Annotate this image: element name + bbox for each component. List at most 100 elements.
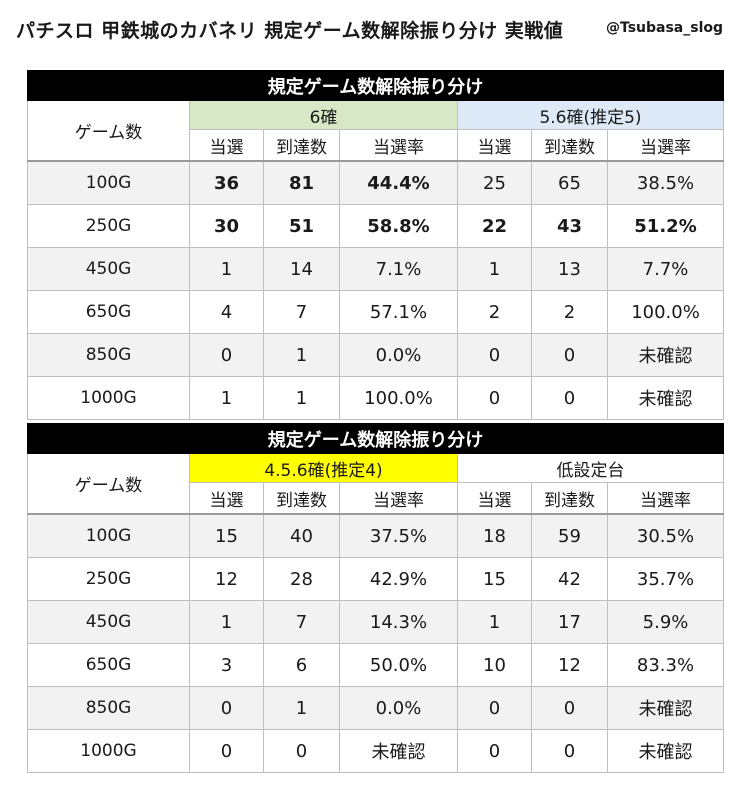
rate-cell: 0.0% [339, 686, 458, 730]
group-header-6: 6確 [189, 100, 458, 130]
reach-count-cell: 6 [263, 643, 340, 687]
hit-count-cell: 1 [457, 247, 532, 291]
data-table-1: 規定ゲーム数解除振り分け ゲーム数 6確 5.6確(推定5) 当選 到達数 当選… [26, 70, 725, 420]
hit-count-cell: 0 [457, 729, 532, 773]
group-header-456: 4.5.6確(推定4) [189, 453, 458, 483]
reach-count-cell: 59 [531, 513, 608, 558]
group-header-low: 低設定台 [456, 453, 725, 483]
rate-cell: 83.3% [606, 643, 725, 687]
reach-count-cell: 2 [531, 290, 608, 334]
hit-count-cell: 1 [457, 600, 532, 644]
reach-count-cell: 7 [263, 600, 340, 644]
reach-count-cell: 65 [531, 160, 608, 205]
hit-count-cell: 1 [189, 376, 264, 420]
reach-count-cell: 1 [263, 686, 340, 730]
sub-header: 当選率 [606, 482, 725, 515]
hit-count-cell: 12 [189, 557, 264, 601]
reach-count-cell: 1 [263, 333, 340, 377]
game-count-cell: 450G [27, 247, 190, 291]
rate-cell: 5.9% [606, 600, 725, 644]
reach-count-cell: 7 [263, 290, 340, 334]
title-bar: パチスロ 甲鉄城のカバネリ 規定ゲーム数解除振り分け 実戦値 @Tsubasa_… [0, 0, 750, 58]
sub-header: 到達数 [531, 129, 608, 162]
rate-cell: 100.0% [606, 290, 725, 334]
table-row: 250G 30 51 58.8% 22 43 51.2% [27, 204, 725, 248]
rate-cell: 未確認 [606, 376, 725, 420]
sub-header: 当選 [189, 129, 264, 162]
reach-count-cell: 14 [263, 247, 340, 291]
table-row: 850G 0 1 0.0% 0 0 未確認 [27, 333, 725, 377]
page-title: パチスロ 甲鉄城のカバネリ 規定ゲーム数解除振り分け 実戦値 [16, 20, 564, 42]
rate-cell: 44.4% [339, 160, 458, 205]
table-row: 250G 12 28 42.9% 15 42 35.7% [27, 557, 725, 601]
reach-count-cell: 1 [263, 376, 340, 420]
hit-count-cell: 1 [189, 247, 264, 291]
hit-count-cell: 0 [457, 686, 532, 730]
rate-cell: 7.1% [339, 247, 458, 291]
game-count-cell: 250G [27, 204, 190, 248]
hit-count-cell: 22 [457, 204, 532, 248]
hit-count-cell: 2 [457, 290, 532, 334]
reach-count-cell: 51 [263, 204, 340, 248]
hit-count-cell: 3 [189, 643, 264, 687]
rate-cell: 42.9% [339, 557, 458, 601]
reach-count-cell: 0 [531, 333, 608, 377]
row-header-game-count: ゲーム数 [27, 453, 190, 515]
hit-count-cell: 30 [189, 204, 264, 248]
hit-count-cell: 15 [457, 557, 532, 601]
reach-count-cell: 28 [263, 557, 340, 601]
hit-count-cell: 0 [457, 376, 532, 420]
game-count-cell: 650G [27, 290, 190, 334]
rate-cell: 未確認 [339, 729, 458, 773]
rate-cell: 0.0% [339, 333, 458, 377]
sub-header: 当選 [189, 482, 264, 515]
hit-count-cell: 0 [189, 729, 264, 773]
reach-count-cell: 43 [531, 204, 608, 248]
hit-count-cell: 36 [189, 160, 264, 205]
game-count-cell: 100G [27, 513, 190, 558]
hit-count-cell: 0 [189, 333, 264, 377]
author-handle: @Tsubasa_slog [606, 20, 724, 36]
reach-count-cell: 0 [263, 729, 340, 773]
game-count-cell: 100G [27, 160, 190, 205]
reach-count-cell: 0 [531, 686, 608, 730]
table-row: 450G 1 14 7.1% 1 13 7.7% [27, 247, 725, 291]
game-count-cell: 650G [27, 643, 190, 687]
game-count-cell: 1000G [27, 729, 190, 773]
rate-cell: 未確認 [606, 686, 725, 730]
reach-count-cell: 40 [263, 513, 340, 558]
reach-count-cell: 13 [531, 247, 608, 291]
table-title: 規定ゲーム数解除振り分け [26, 423, 725, 454]
game-count-cell: 850G [27, 686, 190, 730]
hit-count-cell: 25 [457, 160, 532, 205]
table-title: 規定ゲーム数解除振り分け [26, 70, 725, 101]
hit-count-cell: 10 [457, 643, 532, 687]
game-count-cell: 250G [27, 557, 190, 601]
sub-header: 当選 [457, 482, 532, 515]
row-header-game-count: ゲーム数 [27, 100, 190, 162]
reach-count-cell: 0 [531, 729, 608, 773]
table-row: 1000G 1 1 100.0% 0 0 未確認 [27, 376, 725, 420]
hit-count-cell: 4 [189, 290, 264, 334]
table-row: 1000G 0 0 未確認 0 0 未確認 [27, 729, 725, 773]
reach-count-cell: 81 [263, 160, 340, 205]
sub-header: 到達数 [531, 482, 608, 515]
hit-count-cell: 0 [189, 686, 264, 730]
table-row: 100G 15 40 37.5% 18 59 30.5% [27, 513, 725, 558]
group-header-56: 5.6確(推定5) [456, 100, 725, 130]
sub-header: 当選率 [339, 129, 458, 162]
sub-header: 当選 [457, 129, 532, 162]
rate-cell: 未確認 [606, 729, 725, 773]
table-row: 100G 36 81 44.4% 25 65 38.5% [27, 160, 725, 205]
table-row: 650G 4 7 57.1% 2 2 100.0% [27, 290, 725, 334]
reach-count-cell: 0 [531, 376, 608, 420]
hit-count-cell: 18 [457, 513, 532, 558]
rate-cell: 57.1% [339, 290, 458, 334]
sub-header: 到達数 [263, 482, 340, 515]
hit-count-cell: 1 [189, 600, 264, 644]
rate-cell: 未確認 [606, 333, 725, 377]
hit-count-cell: 0 [457, 333, 532, 377]
sub-header: 到達数 [263, 129, 340, 162]
reach-count-cell: 42 [531, 557, 608, 601]
rate-cell: 51.2% [606, 204, 725, 248]
